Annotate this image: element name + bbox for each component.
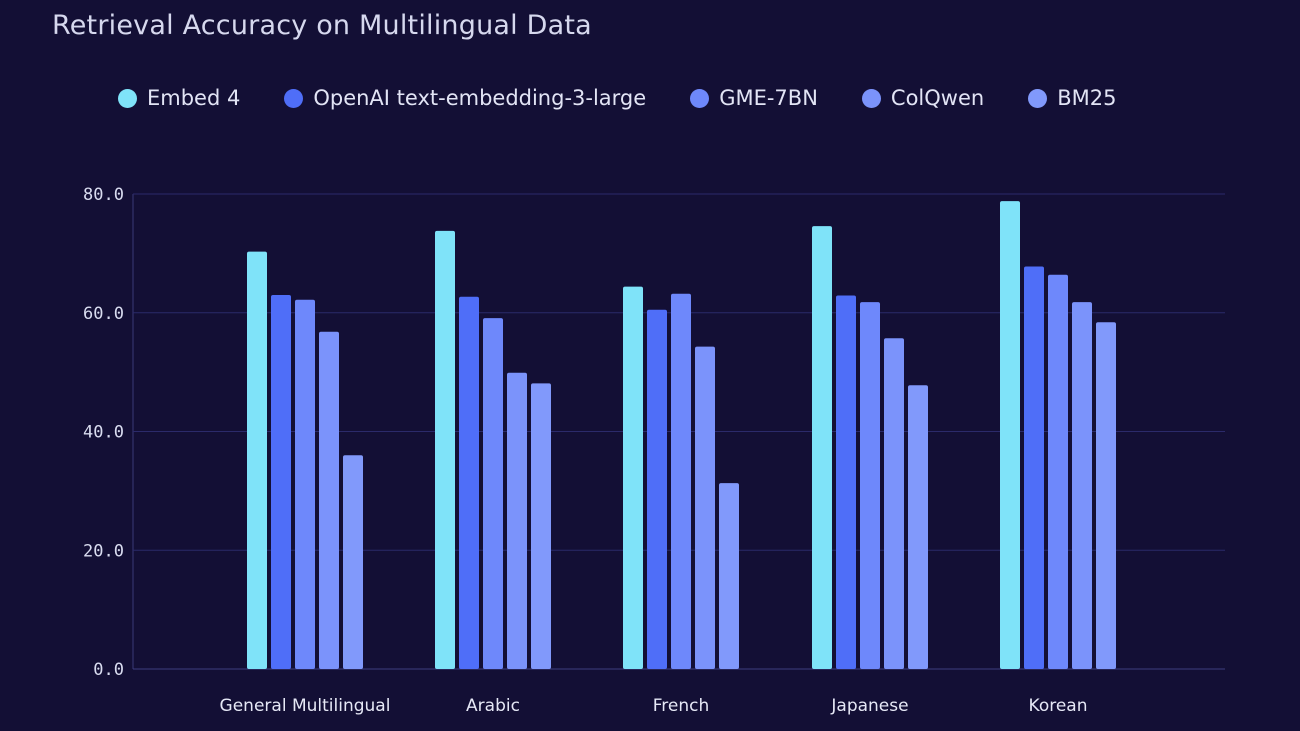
bar xyxy=(295,299,315,669)
bar xyxy=(908,385,928,669)
bar xyxy=(459,296,479,669)
bar xyxy=(271,294,291,669)
legend-swatch xyxy=(284,88,304,108)
bar xyxy=(719,483,739,669)
chart-title: Retrieval Accuracy on Multilingual Data xyxy=(52,10,592,41)
y-tick-label: 40.0 xyxy=(83,423,124,443)
bar xyxy=(247,251,267,669)
legend-swatch xyxy=(1028,88,1048,108)
bar xyxy=(812,226,832,669)
legend-item: GME-7BN xyxy=(690,86,818,110)
y-tick-label: 20.0 xyxy=(83,541,124,561)
legend-item: Embed 4 xyxy=(118,86,240,110)
legend-swatch xyxy=(690,88,710,108)
bar xyxy=(860,302,880,669)
legend-item: BM25 xyxy=(1028,86,1116,110)
bar xyxy=(836,295,856,669)
y-tick-label: 80.0 xyxy=(83,185,124,205)
bar xyxy=(435,230,455,669)
legend-swatch xyxy=(118,88,137,108)
legend-item: ColQwen xyxy=(861,86,985,110)
bar xyxy=(695,346,715,669)
bar xyxy=(531,383,551,669)
legend-label: GME-7BN xyxy=(719,86,818,110)
bar xyxy=(647,309,667,669)
x-tick-label: Korean xyxy=(1029,696,1088,716)
bar xyxy=(507,372,527,669)
bar xyxy=(1000,201,1020,669)
legend-label: ColQwen xyxy=(890,86,985,110)
legend: Embed 4 OpenAI text-embedding-3-large GME-… xyxy=(118,86,1160,110)
legend-label: OpenAI text-embedding-3-large xyxy=(313,86,647,110)
x-tick-label: Japanese xyxy=(830,696,908,716)
y-tick-label: 0.0 xyxy=(93,660,124,680)
legend-item: OpenAI text-embedding-3-large xyxy=(284,86,646,110)
legend-label: Embed 4 xyxy=(147,86,241,110)
x-tick-label: General Multilingual xyxy=(220,696,391,716)
bar xyxy=(343,455,363,669)
bar xyxy=(884,338,904,669)
bar xyxy=(1048,274,1068,669)
bar xyxy=(671,293,691,669)
legend-label: BM25 xyxy=(1057,86,1117,110)
y-tick-label: 60.0 xyxy=(83,304,124,324)
bar xyxy=(1096,322,1116,669)
x-tick-label: French xyxy=(653,696,710,716)
bar xyxy=(1072,302,1092,669)
bar xyxy=(319,331,339,669)
bar xyxy=(623,286,643,669)
bar xyxy=(483,318,503,669)
bar xyxy=(1024,266,1044,669)
legend-swatch xyxy=(861,88,881,108)
x-tick-label: Arabic xyxy=(466,696,520,716)
